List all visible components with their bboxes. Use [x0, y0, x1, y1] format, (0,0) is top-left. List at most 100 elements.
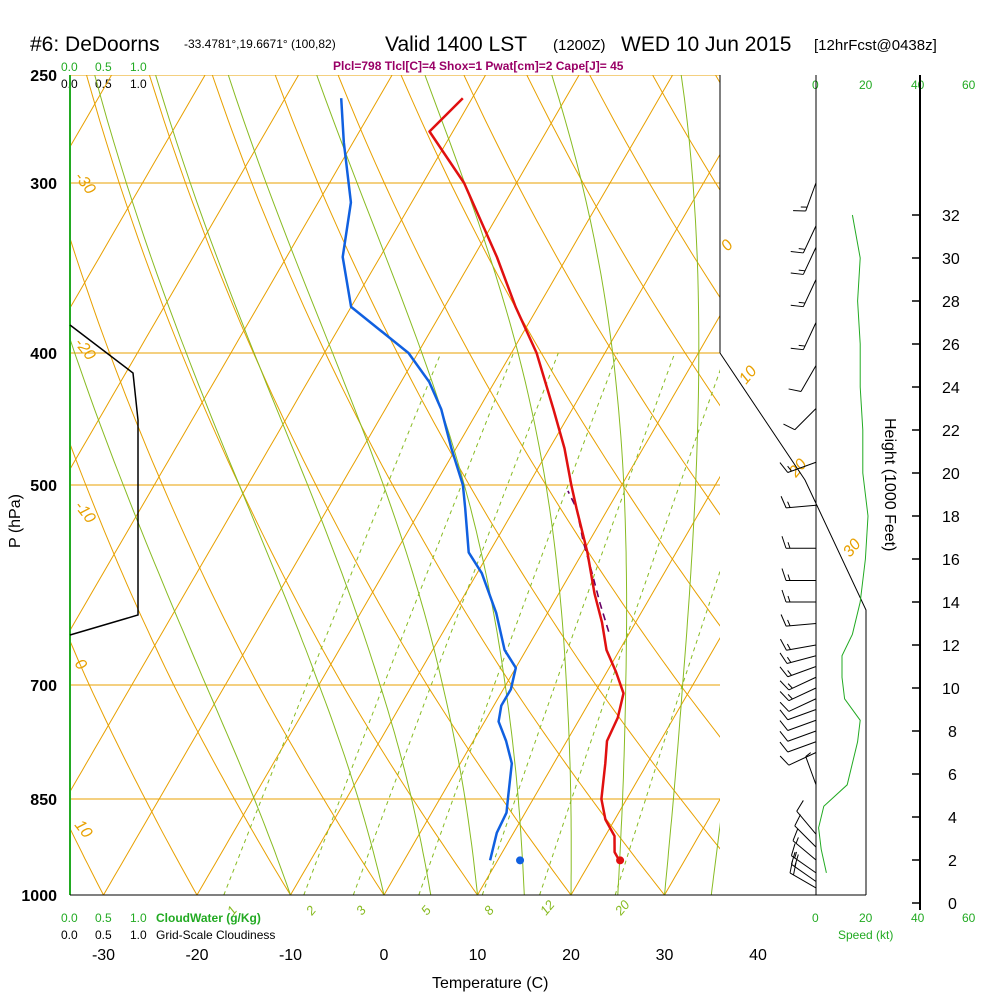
wind-barb-flag [779, 691, 790, 702]
cloudiness-profile [69, 324, 139, 636]
wind-barb [790, 852, 817, 882]
wind-barb-staff [802, 225, 817, 254]
wind-barb-flag [783, 423, 796, 431]
wind-barb-staff [787, 730, 817, 742]
wind-barb [805, 752, 817, 785]
mixing-ratio-line [418, 352, 618, 895]
wind-barb-flag [794, 814, 801, 827]
dry-adiabat-line [463, 75, 720, 516]
wind-barb [783, 408, 817, 431]
wind-barb-staff [787, 709, 817, 721]
wind-barb-flag [779, 462, 789, 473]
wind-barb-staff [794, 408, 817, 431]
stability-indices: Plcl=798 Tlcl[C]=4 Shox=1 Pwat[cm]=2 Cap… [333, 59, 624, 73]
wind-barb [790, 322, 817, 351]
temperature-tick-label: -30 [92, 947, 115, 964]
isotherm-line [103, 75, 580, 895]
moist-adiabat-line [424, 75, 572, 895]
wind-barb-staff [788, 698, 817, 712]
speed-tick-bottom: 40 [911, 911, 925, 925]
wind-barb-halfflag [787, 501, 791, 508]
height-tick-label: 12 [942, 638, 960, 655]
height-tick-label: 8 [948, 724, 957, 741]
cloud-profile [69, 324, 139, 636]
valid-utc: (1200Z) [553, 37, 606, 54]
wind-barb-halfflag [787, 595, 791, 603]
dry-adiabat-line [70, 442, 291, 895]
temperature-tick-label: 0 [380, 947, 389, 964]
moist-adiabat-line [227, 75, 478, 895]
speed-scale-top: 0 20 40 60 [812, 78, 976, 92]
wind-barb-halfflag [798, 301, 806, 304]
isotherm-label: -30 [71, 169, 99, 198]
mixing-ratio-label: 20 [611, 897, 633, 919]
wind-barb [779, 638, 817, 651]
wind-barb [788, 365, 817, 392]
wind-barb-halfflag [787, 683, 793, 689]
wind-barb-flag [779, 755, 790, 766]
cloudwater-tick-bottom: 0.0 [61, 911, 78, 925]
wind-barb-staff [802, 247, 817, 275]
isotherm-line [70, 75, 393, 632]
wind-barb [779, 461, 817, 473]
dry-adiabat-line [274, 75, 720, 850]
axes-ticks: 0246810121416182022242628303225030040050… [21, 68, 959, 964]
wind-barb-flag [796, 800, 804, 812]
moist-adiabat-line [551, 75, 628, 895]
cloudiness-tick-top: 0.5 [95, 77, 112, 91]
height-tick-label: 30 [942, 251, 960, 268]
height-tick-label: 14 [942, 595, 960, 612]
mixing-ratio-line [223, 352, 442, 895]
wind-barb-staff [786, 504, 817, 509]
temperature-tick-label: -10 [279, 947, 302, 964]
height-tick-label: 26 [942, 337, 960, 354]
wind-barb-flag [788, 388, 802, 392]
wind-barb [790, 225, 817, 254]
sounding-profiles [339, 97, 625, 865]
height-tick-label: 0 [948, 896, 957, 913]
forecast-label: [12hrFcst@0438z] [814, 37, 937, 54]
wind-barb [779, 687, 817, 702]
wind-barb [790, 279, 817, 308]
wind-barb-flag [779, 741, 789, 753]
cloudwater-tick-bottom: 1.0 [130, 911, 147, 925]
mixing-ratio-line [481, 352, 676, 895]
dry-adiabat-line [337, 75, 720, 738]
pressure-tick-label: 400 [30, 346, 57, 363]
temperature-axis-label: Temperature (C) [432, 975, 548, 992]
cloudwater-tick-top: 0.0 [61, 60, 78, 74]
wind-barb [780, 614, 817, 627]
wind-barb-flag [779, 652, 788, 664]
wind-barb [779, 666, 817, 678]
mixing-ratio-line [303, 352, 514, 895]
pressure-axis-label: P (hPa) [7, 494, 24, 548]
wind-barb-halfflag [798, 269, 806, 272]
mixing-ratio-line [539, 369, 720, 895]
isotherm-line [664, 798, 720, 895]
wind-barb [789, 860, 817, 889]
wind-barb-staff [788, 676, 817, 691]
wind-barb-halfflag [787, 619, 791, 626]
speed-tick-top: 40 [911, 78, 925, 92]
cloud-scale-bottom: 0.0 0.5 1.0 CloudWater (g/Kg) 0.0 0.5 1.… [61, 911, 275, 942]
dry-adiabat-label: 10 [736, 363, 761, 388]
wind-barb-flag [794, 854, 799, 867]
pressure-tick-label: 300 [30, 176, 57, 193]
wind-barb [779, 741, 817, 753]
temperature-tick-label: 10 [469, 947, 487, 964]
wind-barb-flag [780, 496, 787, 509]
wind-barb-halfflag [798, 248, 806, 250]
wind-barb-halfflag [795, 837, 799, 844]
wind-barb [781, 536, 816, 549]
valid-time: Valid 1400 LST [385, 33, 527, 56]
mixing-ratio-label: 2 [302, 902, 319, 919]
speed-tick-top: 20 [859, 78, 873, 92]
speed-tick-bottom: 20 [859, 911, 873, 925]
wind-barb [779, 752, 817, 766]
wind-barb-halfflag [787, 694, 793, 700]
mixing-ratio-line [352, 352, 559, 895]
right-frame-diagonal [719, 352, 867, 895]
wind-barb-staff [805, 182, 817, 212]
wind-barb-flag [779, 638, 787, 651]
